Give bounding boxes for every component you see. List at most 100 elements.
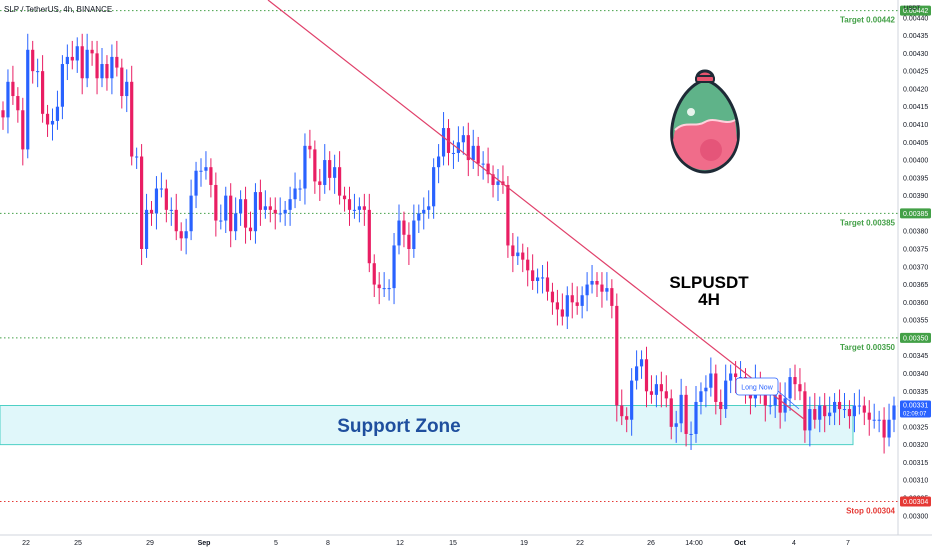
candle-body: [130, 81, 134, 157]
candle: [323, 144, 327, 194]
candle: [318, 168, 322, 201]
price-axis[interactable]: 0.003000.003050.003100.003150.003200.003…: [897, 0, 932, 550]
candle: [580, 286, 584, 319]
time-tick-label: 14:00: [685, 540, 703, 547]
target-3-price-tag-text: 0.00350: [903, 335, 928, 342]
candle-body: [432, 167, 436, 207]
candle: [605, 272, 609, 301]
candle-body: [620, 405, 624, 417]
candle-body: [11, 81, 15, 97]
candle-body: [610, 288, 614, 306]
candle: [679, 378, 683, 433]
candle: [526, 247, 530, 287]
candle: [273, 197, 277, 230]
candle: [194, 161, 198, 209]
candle-body: [243, 199, 248, 228]
candle: [60, 55, 64, 120]
candle: [892, 396, 896, 433]
annotations-layer: Long Now: [735, 377, 800, 410]
candle-body: [313, 149, 317, 182]
candle: [352, 193, 357, 219]
candle: [417, 204, 421, 233]
target-1-price-tag: [900, 5, 931, 16]
price-tick-label: 0.00400: [903, 158, 928, 165]
candle: [862, 396, 866, 426]
candle: [115, 40, 119, 77]
candle: [540, 265, 545, 294]
candle-body: [590, 281, 594, 285]
candle-body: [427, 206, 431, 210]
price-tick-label: 0.00390: [903, 193, 928, 200]
potion-bottle-icon: [670, 69, 740, 174]
candle-body: [842, 409, 847, 411]
candle-body: [491, 174, 495, 185]
candle: [377, 272, 381, 305]
candle: [699, 382, 703, 415]
candle: [575, 286, 579, 315]
candle-body: [719, 401, 723, 410]
candle-body: [526, 259, 530, 271]
candle-body: [828, 412, 832, 417]
candle-body: [347, 199, 352, 210]
candle-body: [734, 373, 738, 378]
candle-body: [471, 145, 475, 161]
candle: [432, 158, 436, 219]
candle-body: [595, 281, 599, 285]
candle: [31, 40, 35, 84]
price-tick-label: 0.00340: [903, 371, 928, 378]
candle: [694, 385, 698, 443]
candle: [367, 193, 371, 273]
candle-body: [194, 170, 198, 196]
candle: [1, 101, 5, 130]
candle-body: [580, 295, 584, 306]
candle: [105, 55, 109, 91]
target-3-label: Target 0.00350: [840, 343, 896, 352]
candle: [788, 368, 792, 411]
candle-body: [585, 284, 589, 296]
price-tick-label: 0.00410: [903, 122, 928, 129]
candle: [729, 364, 733, 394]
candle: [639, 350, 644, 379]
candle-body: [392, 245, 396, 289]
candle: [506, 176, 510, 258]
candle: [159, 172, 163, 198]
candle-body: [318, 181, 322, 185]
candle: [204, 151, 208, 180]
candle: [644, 346, 649, 408]
candle: [669, 389, 673, 440]
candle: [793, 364, 797, 401]
current-price-tag: [900, 400, 931, 418]
stop-price-tag: [900, 496, 931, 507]
candle: [239, 190, 243, 226]
candle: [466, 122, 470, 177]
time-tick-label: Oct: [734, 540, 746, 547]
candle: [659, 371, 663, 408]
candle-body: [818, 405, 822, 420]
candle-body: [298, 188, 302, 190]
candle-body: [778, 394, 782, 413]
candle-body: [224, 195, 228, 221]
candle: [402, 211, 406, 248]
candle: [620, 389, 624, 426]
candle: [600, 272, 604, 308]
time-axis[interactable]: 22 25 29 Sep 5 8 12 15 19 22 26 14:00 Oct 4 7: [0, 534, 932, 550]
candle-body: [95, 53, 99, 79]
candle-body: [21, 110, 25, 150]
candle: [224, 186, 228, 233]
time-tick-label: 7: [846, 540, 850, 547]
candle: [45, 104, 50, 137]
candle: [570, 282, 574, 319]
bar-countdown-text: 02:09:07: [903, 412, 927, 418]
candle: [125, 69, 129, 113]
candle: [342, 186, 347, 212]
candle-body: [857, 405, 861, 407]
candle-body: [887, 419, 891, 438]
candle-body: [600, 284, 604, 292]
price-tick-label: 0.00395: [903, 175, 928, 182]
candle: [229, 183, 233, 248]
candle: [511, 232, 515, 273]
candle-body: [154, 188, 159, 214]
candle: [16, 87, 20, 123]
time-tick-label: 22: [576, 540, 584, 547]
